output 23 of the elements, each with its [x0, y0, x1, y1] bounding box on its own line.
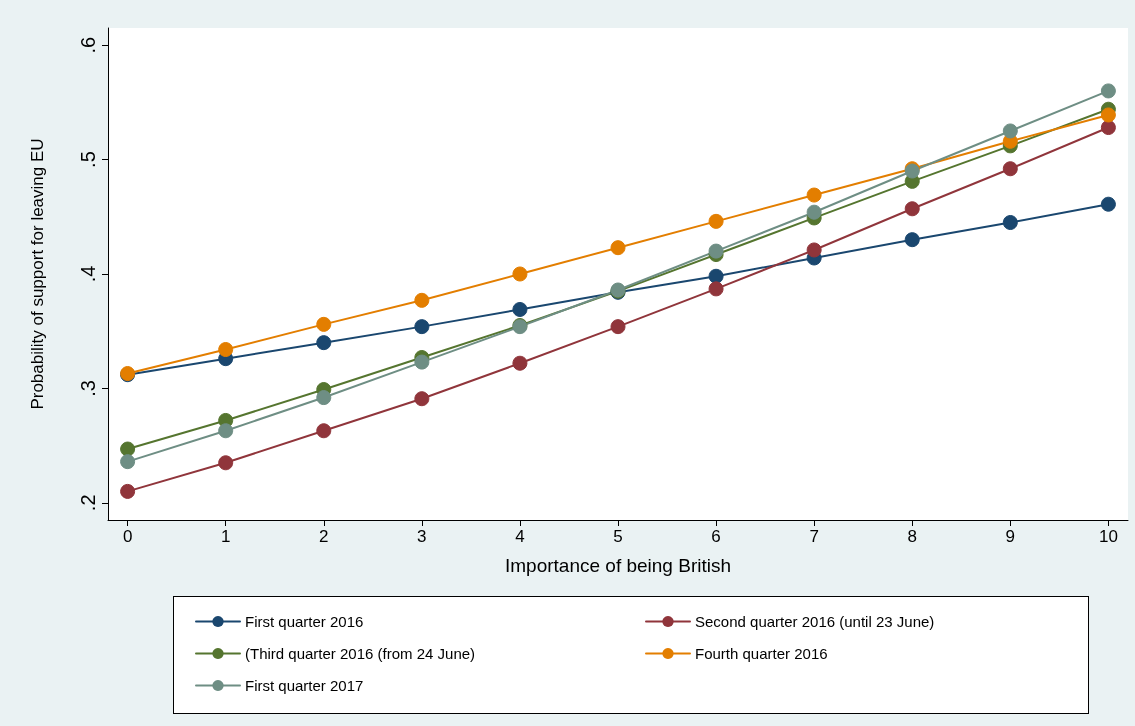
legend-label: First quarter 2016: [245, 613, 364, 630]
x-tick-label: 4: [515, 527, 525, 546]
legend-label: Fourth quarter 2016: [695, 645, 828, 662]
x-tick-label: 10: [1098, 527, 1118, 546]
legend-label: (Third quarter 2016 (from 24 June): [245, 645, 476, 662]
y-axis-title: Probability of support for leaving EU: [28, 138, 47, 410]
y-tick-label: .4: [77, 265, 99, 283]
x-tick-label: 6: [711, 527, 721, 546]
x-tick-label: 0: [122, 527, 133, 546]
x-tick-label: 5: [613, 527, 623, 546]
legend-label: First quarter 2017: [245, 677, 364, 694]
x-tick-label: 8: [907, 527, 917, 546]
x-tick-label: 7: [809, 527, 819, 546]
x-tick-label: 3: [417, 527, 427, 546]
x-tick-label: 2: [319, 527, 329, 546]
x-tick-label: 1: [220, 527, 231, 546]
y-tick-label: .2: [77, 494, 99, 512]
y-tick-label: .3: [77, 380, 99, 397]
x-axis-title: Importance of being British: [504, 555, 732, 576]
y-tick-label: .5: [77, 151, 99, 168]
legend-label: Second quarter 2016 (until 23 June): [695, 613, 935, 630]
x-tick-label: 9: [1005, 527, 1016, 546]
y-tick-label: .6: [77, 36, 99, 54]
